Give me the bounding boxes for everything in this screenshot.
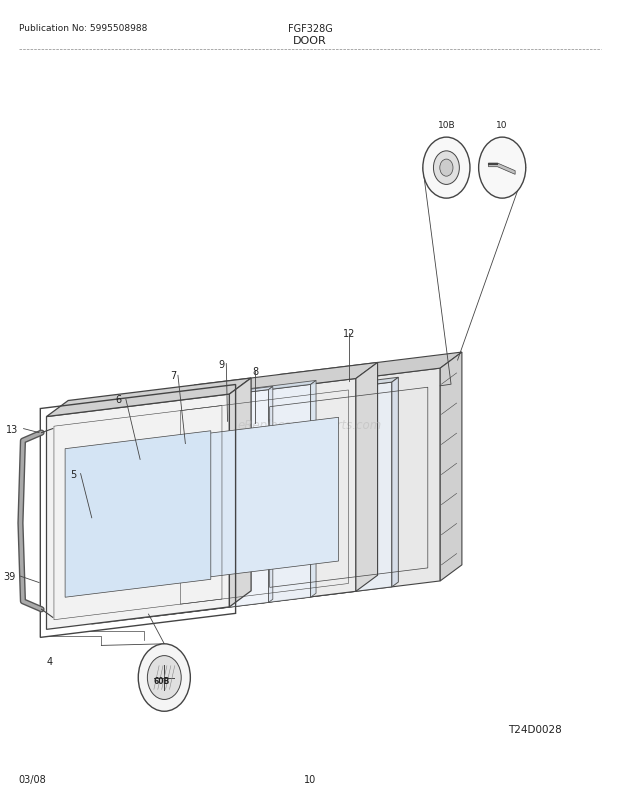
Polygon shape — [173, 363, 378, 402]
Text: T24D0028: T24D0028 — [508, 724, 562, 734]
Circle shape — [148, 656, 181, 699]
Text: 13: 13 — [6, 424, 19, 434]
Polygon shape — [257, 369, 440, 604]
Text: 6: 6 — [115, 395, 122, 405]
Polygon shape — [190, 418, 339, 580]
Text: FGF328G: FGF328G — [288, 24, 332, 34]
Polygon shape — [356, 363, 378, 592]
Polygon shape — [229, 379, 251, 607]
Circle shape — [423, 138, 470, 199]
Text: 8: 8 — [252, 367, 259, 376]
Circle shape — [138, 644, 190, 711]
Text: 7: 7 — [170, 371, 176, 381]
Text: 10: 10 — [304, 775, 316, 784]
Polygon shape — [92, 390, 268, 625]
Text: 5: 5 — [70, 469, 76, 479]
Polygon shape — [215, 378, 398, 404]
Polygon shape — [134, 385, 311, 619]
Text: 4: 4 — [46, 657, 53, 666]
Polygon shape — [311, 381, 316, 597]
Polygon shape — [268, 387, 273, 602]
Text: DOOR: DOOR — [293, 36, 327, 46]
Text: 03/08: 03/08 — [19, 775, 46, 784]
Polygon shape — [65, 431, 211, 597]
Text: eReplacementParts.com: eReplacementParts.com — [238, 419, 382, 431]
Polygon shape — [92, 387, 273, 412]
Text: Publication No: 5995508988: Publication No: 5995508988 — [19, 24, 147, 33]
Polygon shape — [134, 381, 316, 407]
Polygon shape — [489, 164, 515, 175]
Circle shape — [479, 138, 526, 199]
Text: 10B: 10B — [438, 121, 455, 130]
Text: 39: 39 — [3, 572, 16, 581]
Polygon shape — [440, 353, 462, 581]
Circle shape — [440, 160, 453, 177]
Text: 10: 10 — [497, 121, 508, 130]
Circle shape — [433, 152, 459, 185]
Text: 9: 9 — [218, 359, 224, 369]
Polygon shape — [257, 353, 462, 391]
Polygon shape — [392, 378, 398, 587]
Polygon shape — [46, 395, 229, 630]
Polygon shape — [46, 379, 251, 417]
Polygon shape — [173, 379, 356, 614]
Text: 12: 12 — [343, 328, 355, 338]
Text: 60B: 60B — [153, 676, 169, 686]
Polygon shape — [215, 383, 392, 609]
